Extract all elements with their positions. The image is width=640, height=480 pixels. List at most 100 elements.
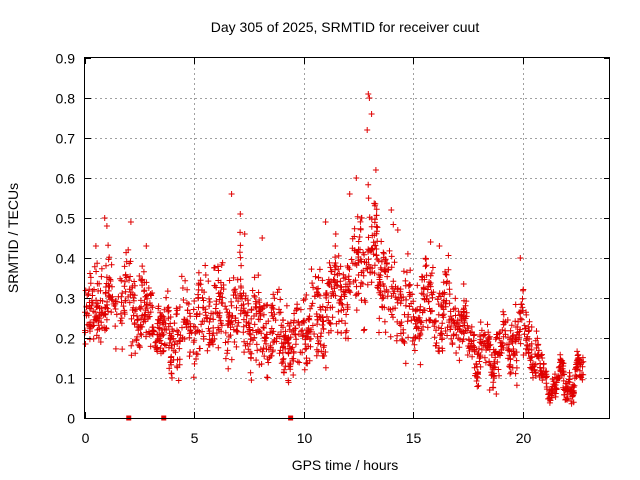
data-point <box>158 340 165 347</box>
data-point <box>269 348 276 355</box>
data-point <box>210 341 216 348</box>
data-point <box>506 364 513 371</box>
data-point <box>523 311 530 318</box>
data-point <box>251 321 258 328</box>
data-point <box>257 316 263 323</box>
data-point <box>331 285 338 292</box>
data-point <box>211 282 218 289</box>
data-point <box>87 270 93 277</box>
data-point <box>130 297 137 304</box>
data-point <box>446 319 453 326</box>
data-point <box>546 394 553 401</box>
data-point <box>241 349 248 356</box>
data-point <box>260 324 267 331</box>
y-tick-label: 0.5 <box>56 211 76 227</box>
data-point <box>251 292 258 299</box>
data-point <box>106 283 113 290</box>
data-point <box>201 289 208 296</box>
data-point <box>206 318 213 325</box>
data-point <box>256 297 263 303</box>
data-point <box>452 305 459 312</box>
data-point <box>345 276 352 283</box>
data-point <box>127 273 134 280</box>
data-point <box>140 268 147 275</box>
data-point <box>179 285 186 291</box>
data-point <box>171 320 178 327</box>
data-point <box>357 225 364 232</box>
data-point <box>396 320 403 327</box>
data-point <box>251 294 258 300</box>
data-point <box>203 314 210 321</box>
data-point <box>526 318 533 325</box>
x-tick-label: 20 <box>516 430 532 446</box>
data-point <box>222 355 229 362</box>
data-point <box>532 370 539 377</box>
data-point <box>227 332 234 339</box>
data-point <box>138 277 145 284</box>
data-point <box>363 259 370 266</box>
data-point <box>355 238 362 245</box>
data-point <box>115 293 122 300</box>
data-point <box>328 278 334 285</box>
data-point <box>219 299 226 306</box>
data-point <box>442 328 449 334</box>
data-point <box>456 326 463 332</box>
data-point <box>504 317 511 323</box>
data-point <box>119 290 126 297</box>
data-point <box>206 295 213 302</box>
data-point <box>384 293 391 300</box>
data-point <box>380 249 387 256</box>
data-point <box>215 324 222 331</box>
data-point <box>528 324 535 330</box>
data-point <box>477 319 484 326</box>
data-point <box>248 315 255 322</box>
data-point <box>338 307 345 314</box>
data-point <box>234 276 241 283</box>
data-point <box>278 360 285 367</box>
data-point <box>174 311 180 317</box>
data-point <box>251 274 258 281</box>
y-tick-label: 0.9 <box>56 51 76 67</box>
data-point <box>237 283 244 290</box>
data-point <box>322 307 329 314</box>
data-point <box>533 328 540 335</box>
data-point <box>277 296 284 303</box>
data-point <box>518 301 525 308</box>
data-point <box>412 320 419 327</box>
data-point <box>371 200 378 207</box>
data-point <box>475 369 481 375</box>
data-point <box>196 329 203 336</box>
data-point <box>194 351 201 358</box>
data-point <box>424 324 431 331</box>
data-point <box>433 342 440 349</box>
data-point <box>334 278 341 285</box>
data-point <box>342 329 349 336</box>
data-point <box>446 300 453 307</box>
y-tick-label: 0.8 <box>56 91 76 107</box>
data-point <box>420 323 427 330</box>
data-point <box>256 361 263 368</box>
data-point <box>282 328 289 335</box>
data-point <box>476 355 483 362</box>
data-point <box>366 95 373 101</box>
data-point <box>313 346 320 353</box>
data-point <box>357 218 364 225</box>
data-point <box>333 320 340 327</box>
data-point <box>394 227 401 233</box>
data-point <box>305 316 312 323</box>
data-point <box>456 357 463 364</box>
data-point <box>513 349 520 356</box>
data-point <box>85 312 92 319</box>
data-point <box>103 325 110 331</box>
data-point <box>409 291 416 298</box>
data-point <box>467 329 474 336</box>
data-point <box>358 214 365 221</box>
data-point <box>316 266 323 273</box>
data-point <box>517 340 524 347</box>
data-point <box>237 211 244 217</box>
data-point <box>240 305 247 312</box>
data-point <box>521 322 528 329</box>
data-point <box>525 328 532 335</box>
data-point <box>355 249 362 256</box>
data-point <box>322 364 329 371</box>
